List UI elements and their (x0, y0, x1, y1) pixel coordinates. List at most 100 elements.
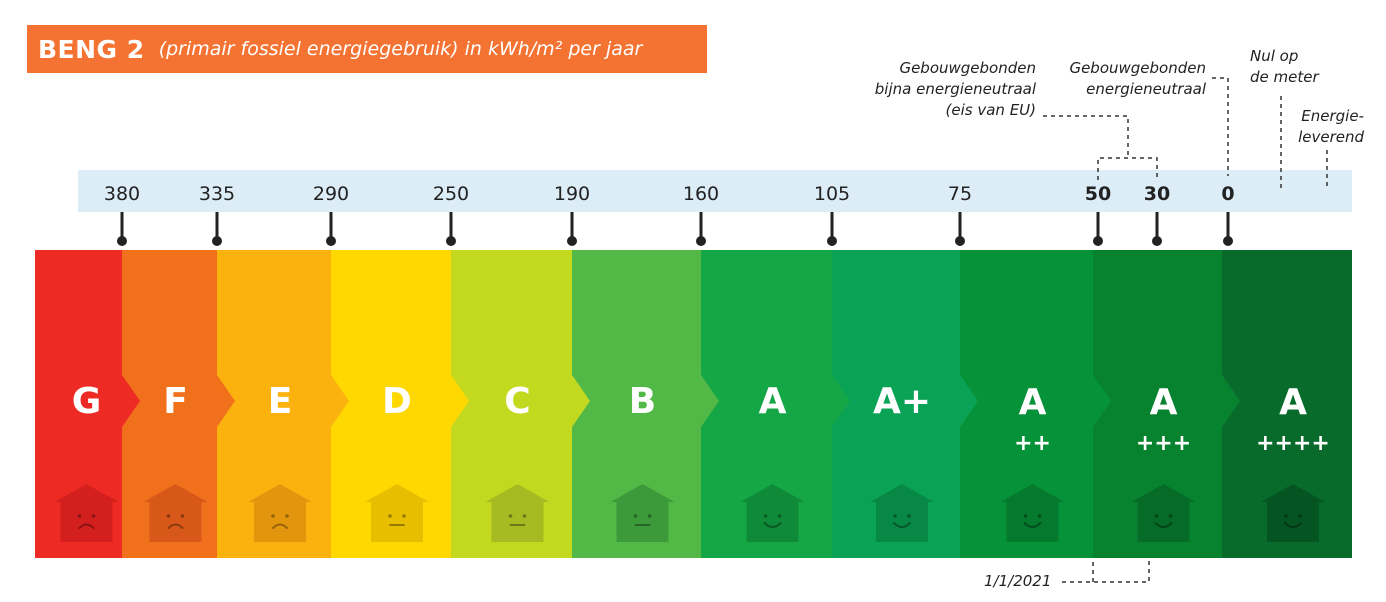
title-main: BENG 2 (38, 34, 145, 64)
annotation-eu-line3: (eis van EU) (945, 101, 1036, 119)
face-eye (777, 514, 782, 518)
class-band-4 (331, 250, 469, 558)
house-icon (1000, 484, 1065, 542)
class-band-10 (1093, 250, 1240, 558)
house-icon (1131, 484, 1196, 542)
face-eye (508, 514, 513, 518)
tick-label-190: 190 (554, 183, 590, 205)
house-icon (54, 484, 119, 542)
tick-dot (1093, 236, 1103, 246)
annotation-eu-requirement: Gebouwgebonden bijna energieneutraal (ei… (850, 58, 1036, 121)
class-letter: B (629, 381, 656, 422)
face-eye (1168, 514, 1173, 518)
annotation-eu-line1: Gebouwgebonden (899, 59, 1036, 77)
class-band-6 (572, 250, 719, 558)
tick-dot (212, 236, 222, 246)
connector-eu (1043, 115, 1129, 158)
tick-label-0: 0 (1221, 183, 1234, 205)
face-eye (893, 514, 897, 518)
class-letter: G (72, 381, 102, 422)
class-band-3 (217, 250, 349, 558)
face-mouth (167, 523, 184, 529)
tick-label-105: 105 (814, 183, 850, 205)
house-shape (485, 484, 550, 542)
house-shape (610, 484, 675, 542)
face-mouth (1154, 522, 1173, 528)
face-eye (1037, 514, 1042, 518)
annotation-eu-line2: bijna energieneutraal (874, 80, 1036, 98)
annotation-zero-on-meter: Nul op de meter (1250, 46, 1319, 88)
class-letter: A (759, 381, 787, 422)
face-eye (1154, 514, 1159, 518)
tick-dot (1223, 236, 1233, 246)
house-icon (1261, 484, 1325, 542)
annotation-neutral-line1: Gebouwgebonden (1069, 59, 1206, 77)
house-shape (1131, 484, 1196, 542)
annotation-neutral-line2: energieneutraal (1086, 80, 1206, 98)
annotation-energy-neutral: Gebouwgebonden energieneutraal (1050, 58, 1206, 100)
house-icon (610, 484, 675, 542)
tick-label-75: 75 (948, 183, 972, 205)
house-shape (740, 484, 805, 542)
connector-bracket-top (1097, 157, 1158, 180)
tick-label-380: 380 (104, 183, 140, 205)
tick-dot (696, 236, 706, 246)
scale-band (78, 170, 1352, 212)
tick-label-160: 160 (683, 183, 719, 205)
class-letter: E (268, 381, 293, 422)
house-shape (365, 484, 429, 542)
class-letter: A (1019, 382, 1047, 423)
face-eye (166, 514, 171, 518)
class-suffix: ++ (1014, 431, 1051, 456)
face-eye (647, 514, 652, 518)
connector-zero (1212, 77, 1229, 176)
class-letter: A (1279, 382, 1307, 423)
house-shape (54, 484, 119, 542)
connector-date (1062, 560, 1150, 583)
face-eye (633, 514, 638, 518)
face-eye (180, 514, 185, 518)
face-eye (907, 514, 911, 518)
class-letter: A (1150, 382, 1178, 423)
face-mouth (893, 522, 911, 528)
face-mouth (1284, 522, 1302, 528)
class-band-11 (1222, 250, 1352, 558)
class-bands (35, 250, 1352, 558)
title-subtitle: (primair fossiel energiegebruik) in kWh/… (158, 38, 643, 60)
tick-label-290: 290 (313, 183, 349, 205)
class-letter: A+ (873, 381, 931, 422)
house-icon (248, 484, 312, 542)
face-eye (522, 514, 527, 518)
house-icon (740, 484, 805, 542)
tick-label-30: 30 (1144, 183, 1170, 205)
face-mouth (1023, 522, 1042, 528)
face-mouth (78, 523, 95, 529)
tick-dot (955, 236, 965, 246)
tick-dot (1152, 236, 1162, 246)
house-icon (365, 484, 429, 542)
class-band-7 (701, 250, 850, 558)
face-mouth (272, 523, 288, 529)
face-eye (91, 514, 96, 518)
scale-ticks: 380 335 290 250 190 160 105 75 50 30 0 (104, 183, 1235, 246)
house-icon (143, 484, 208, 542)
face-eye (77, 514, 82, 518)
annotation-date: 1/1/2021 (984, 572, 1052, 590)
tick-dot (567, 236, 577, 246)
annotation-supply-line2: leverend (1298, 128, 1364, 146)
class-band-8 (832, 250, 978, 558)
face-mouth (763, 522, 782, 528)
house-shape (248, 484, 312, 542)
class-band-5 (451, 250, 590, 558)
annotation-energy-supplying: Energie- leverend (1290, 106, 1364, 148)
face-eye (1284, 514, 1288, 518)
class-band-2 (122, 250, 235, 558)
tick-dot (827, 236, 837, 246)
face-eye (285, 514, 289, 518)
face-eye (271, 514, 275, 518)
house-icon (870, 484, 934, 542)
annotation-zero-line2: de meter (1250, 68, 1319, 86)
tick-dot (326, 236, 336, 246)
tick-label-335: 335 (199, 183, 235, 205)
